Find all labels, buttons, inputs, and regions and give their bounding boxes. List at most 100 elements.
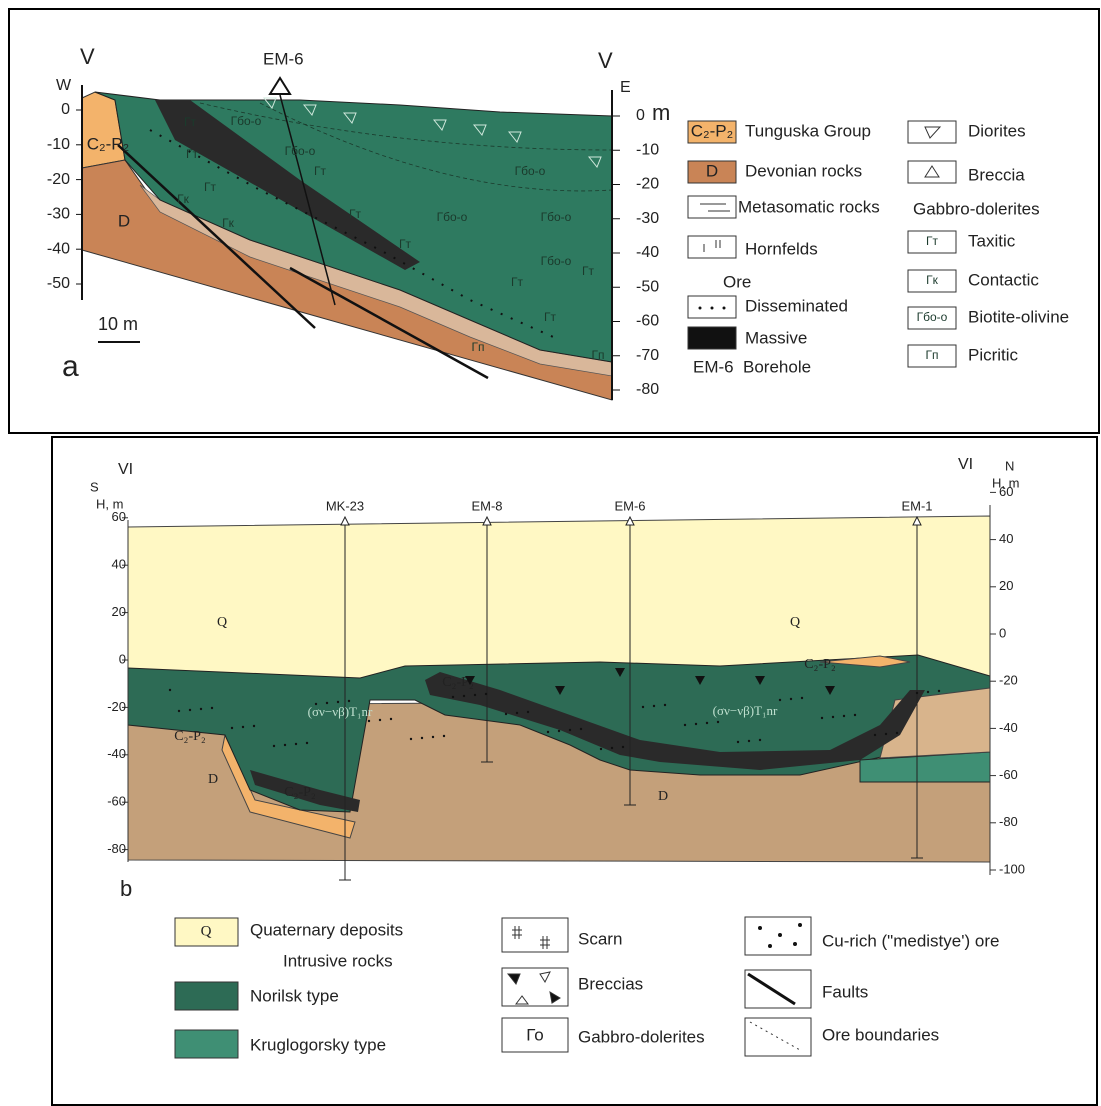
legend-text: Cu-rich ("medistye') ore	[822, 931, 999, 950]
direction: W	[56, 77, 72, 94]
ore-dot	[242, 726, 244, 728]
legend-text: Biotite-olivine	[968, 307, 1069, 326]
scale-label: 10 m	[98, 314, 138, 334]
unit-label: C₂-P₂	[284, 785, 316, 800]
tick-label: -40	[47, 240, 70, 257]
tick-label: -60	[999, 767, 1018, 782]
direction: N	[1005, 458, 1014, 473]
borehole-label: EM-1	[901, 498, 932, 513]
ore-dot	[927, 691, 929, 693]
ore-dot	[558, 730, 560, 732]
ore-dot	[653, 705, 655, 707]
legend-text: Hornfelds	[745, 239, 818, 258]
section-mark: V	[598, 48, 613, 73]
tick-label: -40	[999, 720, 1018, 735]
panel-label: a	[62, 350, 79, 383]
tick-label: -30	[47, 206, 70, 223]
ore-dot	[874, 734, 876, 736]
legend-text: Гк	[926, 273, 938, 287]
tick-label: -40	[107, 746, 126, 761]
tick-label: -100	[999, 861, 1025, 876]
legend-text: Taxitic	[968, 231, 1016, 250]
tick-label: 0	[119, 651, 126, 666]
rock-label: Гп	[592, 348, 605, 362]
ore-dot	[485, 693, 487, 695]
legend-text: Ore	[723, 272, 751, 291]
ore-dot	[505, 713, 507, 715]
legend-text: Gabbro-dolerites	[913, 199, 1040, 218]
tick-label: -20	[636, 176, 659, 193]
ore-dot	[600, 748, 602, 750]
tick-label: -60	[107, 794, 126, 809]
ore-dot	[432, 736, 434, 738]
tick-label: 0	[999, 625, 1006, 640]
borehole-head	[341, 517, 349, 525]
unit-label: C₂-P₂	[174, 729, 206, 744]
axis-unit: m	[652, 100, 670, 125]
tick-label: 0	[61, 101, 70, 118]
tick-label: -10	[47, 136, 70, 153]
ore-dot	[390, 718, 392, 720]
section-mark: VI	[118, 461, 133, 478]
ore-dot	[664, 704, 666, 706]
ore-dot	[306, 742, 308, 744]
ore-dot	[717, 721, 719, 723]
ore-dot	[516, 712, 518, 714]
ore-dot	[642, 706, 644, 708]
ore-dot	[779, 699, 781, 701]
ore-dot	[410, 738, 412, 740]
borehole-head	[270, 78, 290, 94]
rock-label: Гк	[222, 216, 234, 230]
ore-dot	[337, 701, 339, 703]
direction: S	[90, 479, 99, 494]
rock-label: Гт	[204, 180, 216, 194]
tick-label: -20	[107, 699, 126, 714]
ore-dot	[463, 695, 465, 697]
tick-label: -10	[636, 141, 659, 158]
tick-label: 40	[112, 557, 126, 572]
unit-label: D	[208, 772, 218, 787]
legend-text: C₂-P₂	[691, 121, 733, 140]
rock-label: C₂-P₂	[87, 134, 129, 153]
ore-dot	[169, 689, 171, 691]
ore-dot	[938, 690, 940, 692]
legend-text: Breccia	[968, 165, 1025, 184]
ore-dot	[231, 727, 233, 729]
panel-label: b	[120, 876, 132, 901]
borehole-label: MK-23	[326, 498, 364, 513]
ore-dot	[443, 735, 445, 737]
rock-label: Гбо-о	[285, 144, 316, 158]
ore-dot	[211, 707, 213, 709]
ore-dot	[684, 724, 686, 726]
ore-dot	[580, 728, 582, 730]
legend-text: Го	[526, 1025, 544, 1044]
tick-label: 20	[112, 604, 126, 619]
ore-dot	[832, 716, 834, 718]
ore-dot	[284, 744, 286, 746]
tick-label: -40	[636, 244, 659, 261]
legend-text: Massive	[745, 328, 807, 347]
legend-text: Contactic	[968, 270, 1039, 289]
rock-label: Гт	[349, 207, 361, 221]
rock-label: Гт	[399, 237, 411, 251]
ore-dot	[200, 708, 202, 710]
ore-dot	[801, 697, 803, 699]
ore-dot	[326, 702, 328, 704]
legend-text: Borehole	[743, 357, 811, 376]
legend-text: Intrusive rocks	[283, 951, 393, 970]
legend-text: Scarn	[578, 929, 622, 948]
ore-dot	[452, 696, 454, 698]
ore-dot	[253, 725, 255, 727]
unit-label: D	[658, 789, 668, 804]
rock-label: Гт	[544, 310, 556, 324]
rock-label: Гбо-о	[541, 210, 572, 224]
legend-a-dots	[699, 307, 726, 310]
legend-text: Гт	[926, 234, 938, 248]
ore-dot	[706, 722, 708, 724]
rock-label: D	[118, 211, 130, 230]
direction: E	[620, 79, 631, 96]
tick-label: -80	[636, 381, 659, 398]
rock-label: Гбо-о	[437, 210, 468, 224]
legend-text: Ore boundaries	[822, 1025, 939, 1044]
rock-label: Гбо-о	[231, 114, 262, 128]
